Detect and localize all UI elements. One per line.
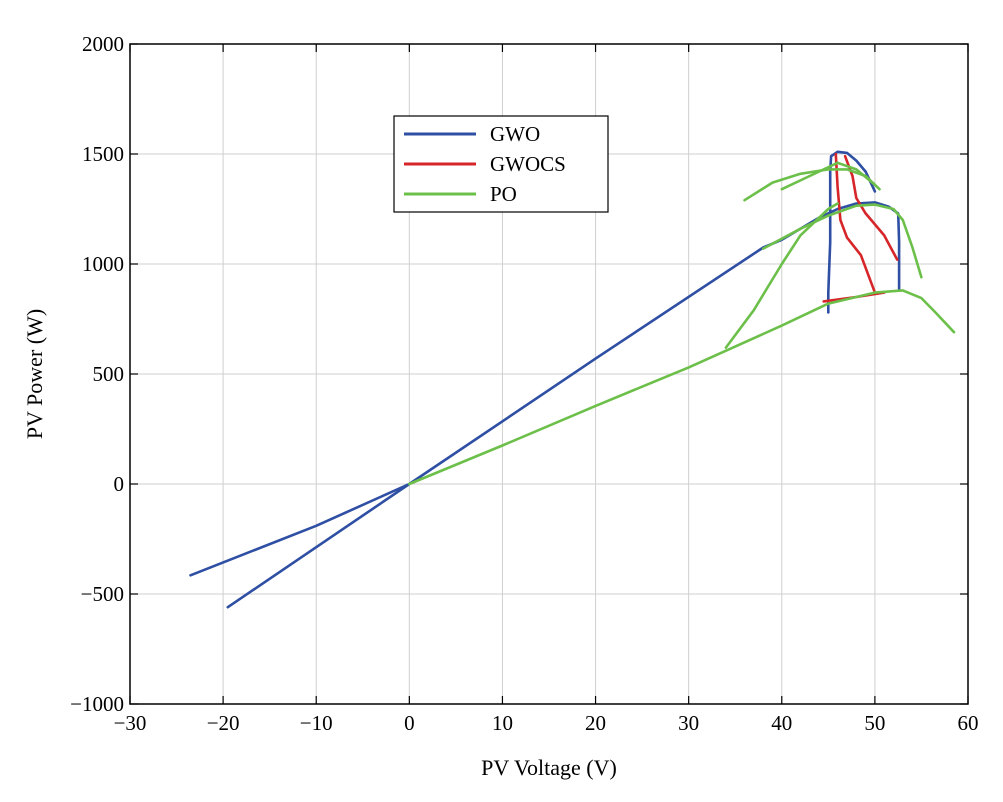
legend-entry: GWO — [490, 122, 540, 146]
series-po — [408, 161, 956, 486]
series-group — [189, 150, 956, 609]
y-tick-label: −500 — [81, 582, 124, 606]
legend-entry: PO — [490, 182, 517, 206]
series-gwo — [189, 150, 901, 609]
series-line-po — [780, 161, 877, 191]
x-tick-label: −10 — [300, 711, 333, 735]
tick-labels: −30 −20 −10 0 10 20 30 40 50 60 −1000 −500 0 500 1000 1… — [70, 32, 978, 735]
x-tick-label: 40 — [771, 711, 792, 735]
y-tick-label: 500 — [93, 362, 125, 386]
series-line-po — [724, 202, 839, 349]
legend: GWO GWOCS PO — [393, 115, 609, 213]
x-tick-label: 20 — [585, 711, 606, 735]
x-tick-label: 50 — [864, 711, 885, 735]
series-line-gwocs — [834, 152, 877, 294]
series-line-po — [761, 203, 923, 279]
y-tick-label: 1000 — [82, 252, 124, 276]
x-axis-label: PV Voltage (V) — [481, 755, 617, 780]
series-line-gwo — [827, 150, 877, 314]
x-tick-label: −20 — [207, 711, 240, 735]
series-line-po — [408, 289, 956, 486]
x-tick-label: 60 — [958, 711, 979, 735]
y-axis-label: PV Power (W) — [22, 309, 47, 439]
series-line-gwo — [226, 201, 901, 609]
series-line-gwo — [189, 482, 411, 577]
x-tick-label: −30 — [114, 711, 147, 735]
y-tick-label: 1500 — [82, 142, 124, 166]
y-tick-label: 2000 — [82, 32, 124, 56]
series-gwocs — [822, 152, 899, 303]
x-tick-label: 10 — [492, 711, 513, 735]
x-tick-label: 0 — [404, 711, 415, 735]
y-tick-label: 0 — [114, 472, 125, 496]
legend-entry: GWOCS — [490, 152, 566, 176]
x-tick-label: 30 — [678, 711, 699, 735]
y-tick-label: −1000 — [70, 692, 124, 716]
